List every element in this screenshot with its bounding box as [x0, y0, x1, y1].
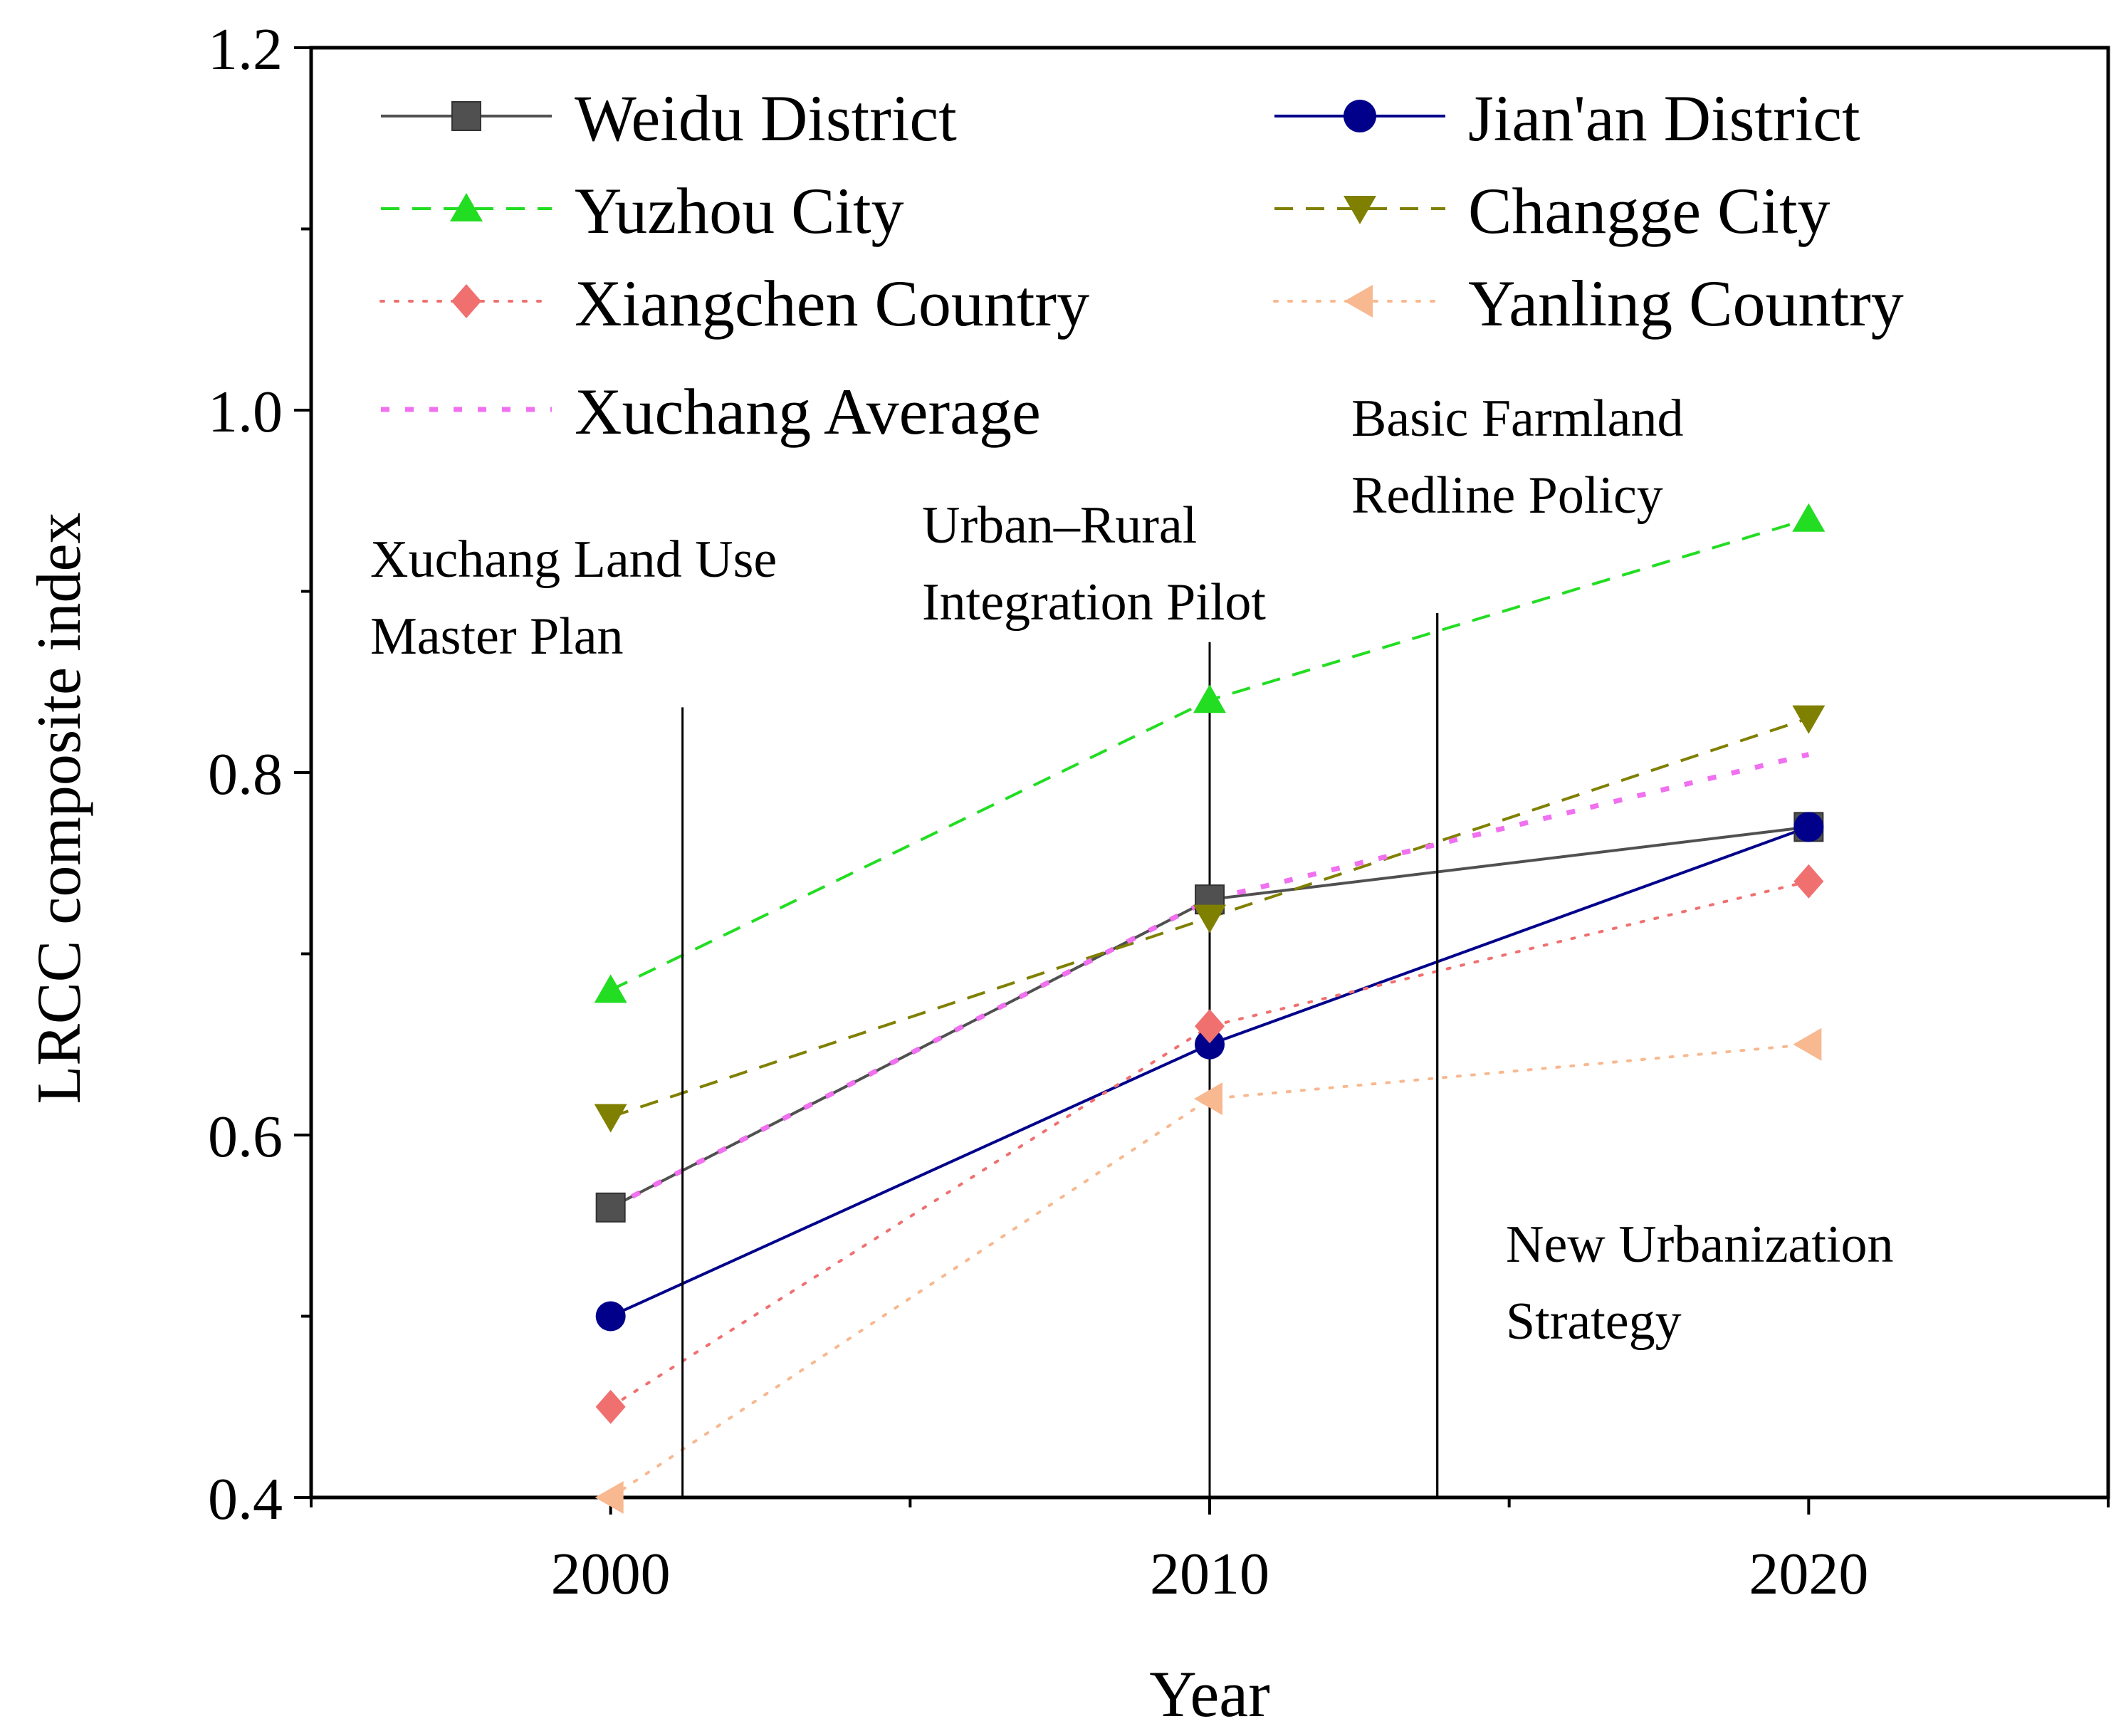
legend-label-6: Xuchang Average [575, 375, 1041, 448]
data-point-5-1 [1194, 1082, 1222, 1116]
data-point-1-2 [1793, 812, 1824, 842]
data-point-4-1 [1195, 1009, 1225, 1044]
policy-label-2-0: Basic Farmland [1351, 389, 1684, 448]
series-markers-layer [594, 503, 1826, 1514]
x-axis-label: Year [1149, 1658, 1270, 1730]
y-tick-label-2: 0.8 [208, 741, 283, 807]
y-tick-label-1: 0.6 [208, 1104, 283, 1170]
data-point-1-1 [1195, 1029, 1225, 1060]
legend-marker-5 [1344, 285, 1373, 318]
axes-layer [294, 46, 2110, 1515]
data-point-3-1 [1193, 904, 1226, 934]
legend-label-1: Jian'an District [1468, 82, 1860, 155]
data-point-1-0 [595, 1301, 626, 1332]
policy-label-1-1: Integration Pilot [922, 573, 1266, 632]
legend-marker-2 [450, 193, 483, 221]
legend-label-5: Yanling Country [1468, 267, 1904, 340]
legend-label-4: Xiangchen Country [575, 267, 1089, 340]
policy-label-3-1: Strategy [1506, 1292, 1682, 1351]
policy-label-3-0: New Urbanization [1506, 1215, 1894, 1274]
x-tick-label-2: 2020 [1749, 1541, 1868, 1607]
policy-label-0-0: Xuchang Land Use [370, 530, 777, 589]
text-layer: 0.4 0.6 0.8 1.0 1.2 2000 2010 2020 Year LRCC comp… [25, 16, 1894, 1730]
data-point-5-2 [1793, 1028, 1822, 1061]
data-point-0-0 [595, 1192, 626, 1223]
y-tick-label-3: 1.0 [208, 379, 283, 445]
data-point-2-0 [594, 974, 627, 1003]
x-tick-label-1: 2010 [1150, 1541, 1269, 1607]
legend-marker-3 [1344, 196, 1376, 224]
data-point-2-2 [1792, 503, 1826, 532]
x-tick-label-0: 2000 [551, 1541, 671, 1607]
legend-marker-1 [1344, 100, 1376, 132]
legend: Weidu District Jian'an District Yuzhou Cit… [379, 82, 1904, 448]
y-tick-label-4: 1.2 [208, 16, 283, 83]
legend-marker-4 [451, 284, 481, 318]
data-point-5-0 [595, 1481, 624, 1514]
policy-lines-layer [681, 613, 1439, 1497]
legend-label-2: Yuzhou City [575, 174, 904, 247]
policy-label-0-1: Master Plan [370, 607, 624, 666]
data-point-4-0 [595, 1389, 626, 1424]
data-point-3-0 [594, 1104, 627, 1133]
legend-marker-0 [451, 101, 481, 131]
data-point-3-2 [1792, 705, 1826, 734]
series-line-6 [609, 752, 1810, 1210]
data-point-2-1 [1193, 684, 1226, 713]
policy-label-1-0: Urban–Rural [922, 496, 1197, 555]
policy-label-2-1: Redline Policy [1351, 466, 1663, 525]
data-point-4-2 [1793, 864, 1824, 899]
legend-label-0: Weidu District [575, 82, 957, 155]
y-tick-label-0: 0.4 [208, 1466, 283, 1532]
y-axis-label: LRCC composite index [25, 512, 94, 1104]
legend-label-3: Changge City [1468, 174, 1831, 247]
